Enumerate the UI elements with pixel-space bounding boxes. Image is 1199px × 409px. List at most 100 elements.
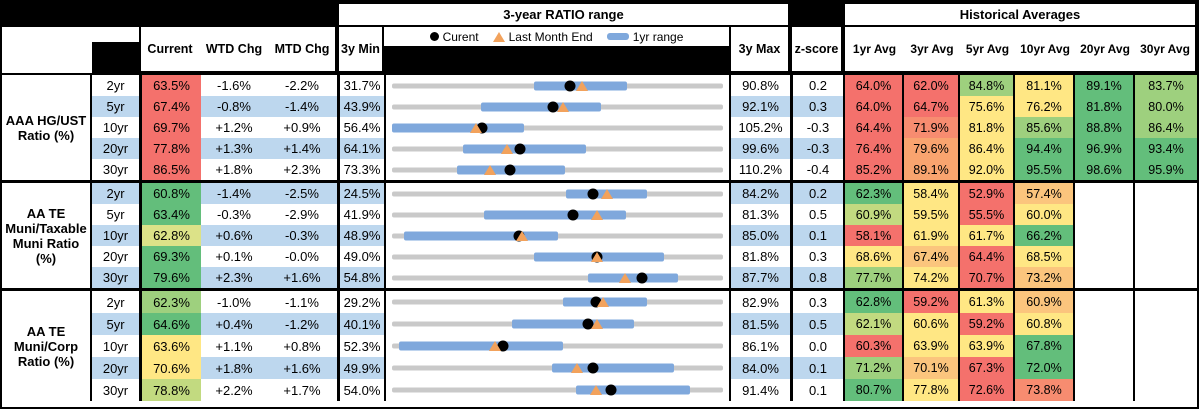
3y-range-line [392,125,723,130]
current-dot [476,122,488,133]
last-month-triangle [619,272,632,283]
avg-cell: 96.9% [1073,138,1133,159]
avg-cell-empty [1073,204,1133,225]
avg-cell: 67.3% [958,357,1013,379]
avg-cell: 73.8% [1013,379,1073,401]
avg-cell: 68.5% [1013,246,1073,267]
wtd-chg-cell: -1.6% [217,78,251,93]
avg-cell: 81.1% [1013,75,1073,96]
1yr-range-bar [511,319,635,329]
avg-cell: 80.0% [1133,96,1197,117]
3y-min-column-header: 3y Min [337,25,384,73]
mtd-chg-cell: +1.6% [267,357,337,379]
3y-min-cell: 40.1% [337,313,384,335]
current-dot [605,384,617,396]
3y-min-cell: 29.2% [337,291,384,313]
current-cell: 70.6% [139,357,201,379]
1yr-range-bar [481,102,602,111]
legend-1yr-range: 1yr range [606,29,684,44]
legend-1yr-range-label: 1yr range [632,29,684,44]
mtd-chg-cell: -0.3% [267,225,337,246]
avg-cell-empty [1133,267,1197,288]
last-month-triangle [601,188,614,199]
tenor-label: 20yr [92,357,139,379]
3y-max-cell: 82.9% [729,291,790,313]
wtd-chg-cell: +1.3% [201,138,267,159]
3y-min-cell: 64.1% [337,138,384,159]
legend-last-month-end: Last Month End [492,29,593,44]
avg-cell: 60.8% [1013,313,1073,335]
avg-header-5yr: 5yr Avg [965,42,1010,56]
avg-cell: 71.9% [902,117,958,138]
avg-cell: 76.2% [1013,96,1073,117]
z-score-cell: 0.5 [790,204,843,225]
avg-cell: 63.9% [902,335,958,357]
3y-min-cell: 52.3% [337,335,384,357]
1yr-range-bar [484,210,626,219]
avg-cell-empty [1133,246,1197,267]
tenor-label: 10yr [102,120,129,135]
ratio-group: AA TE Muni/Corp Ratio (%) 2yr 62.3% -1.0% -1… [2,291,1197,401]
avg-cell: 81.8% [1073,96,1133,117]
wtd-chg-cell: +1.8% [215,162,253,177]
avg-cell: 68.6% [843,246,902,267]
avg-cell: 84.8% [958,75,1013,96]
range-chart [384,335,729,357]
tenor-label: 2yr [106,78,125,93]
3y-max-cell: 86.1% [729,335,790,357]
3y-range-line [392,191,723,196]
wtd-chg-cell: +1.8% [201,357,267,379]
last-month-triangle [483,164,496,175]
avg-cell: 64.0% [843,75,902,96]
wtd-chg-cell: +2.3% [201,267,267,288]
range-plot [392,267,723,288]
1yr-range-bar-icon [606,33,629,40]
avg-header-30yr: 30yr Avg [1140,42,1190,56]
avg-cell: 77.8% [902,379,958,401]
last-month-triangle [516,230,529,241]
tenor-label: 5yr [92,96,139,117]
avg-cell-empty [1073,225,1133,246]
avg-cell-empty [1133,291,1197,313]
mtd-chg-cell: -2.2% [285,78,319,93]
tenor-label: 10yr [92,225,139,246]
z-score-cell: 0.2 [790,183,843,204]
legend-last-month-label: Last Month End [508,29,593,44]
wtd-chg-cell: +0.6% [201,225,267,246]
value-column-headers: Current WTD Chg MTD Chg [139,25,337,73]
tenor-label: 30yr [102,162,129,177]
last-month-triangle [500,143,513,154]
avg-cell: 70.7% [958,267,1013,288]
current-cell: 62.8% [139,225,201,246]
avg-cell: 79.6% [902,138,958,159]
3y-max-cell: 84.0% [729,357,790,379]
wtd-chg-column-header: WTD Chg [205,42,263,56]
tenor-label: 30yr [102,382,129,398]
ratio-group: AAA HG/UST Ratio (%) 2yr 63.5% -1.6% -2.2% 31… [2,75,1197,183]
avg-cell: 64.7% [902,96,958,117]
last-month-triangle [488,341,501,351]
avg-cell: 55.5% [958,204,1013,225]
current-dot [504,164,516,175]
legend-black-block [384,46,729,75]
avg-cell: 76.4% [843,138,902,159]
ratio-group: AA TE Muni/Taxable Muni Ratio (%) 2yr 60.8… [2,183,1197,291]
avg-cell-empty [1073,246,1133,267]
3y-max-cell: 90.8% [729,75,790,96]
wtd-chg-cell: -1.0% [217,294,251,310]
current-cell: 63.6% [139,335,201,357]
group-label: AA TE Muni/Corp Ratio (%) [2,291,92,401]
wtd-chg-cell: +1.1% [215,338,253,354]
range-chart [384,291,729,313]
mtd-chg-cell: +2.3% [283,162,321,177]
3y-min-cell: 54.8% [337,267,384,288]
z-score-cell: 0.2 [790,75,843,96]
range-plot [392,96,723,117]
avg-cell: 62.0% [902,75,958,96]
z-score-cell: 0.3 [790,246,843,267]
chart-legend: Curent Last Month End 1yr range [384,27,729,46]
avg-cell: 58.4% [902,183,958,204]
chart-legend-zone: Curent Last Month End 1yr range [384,25,729,75]
avg-cell: 64.0% [843,96,902,117]
last-month-triangle [556,101,569,112]
